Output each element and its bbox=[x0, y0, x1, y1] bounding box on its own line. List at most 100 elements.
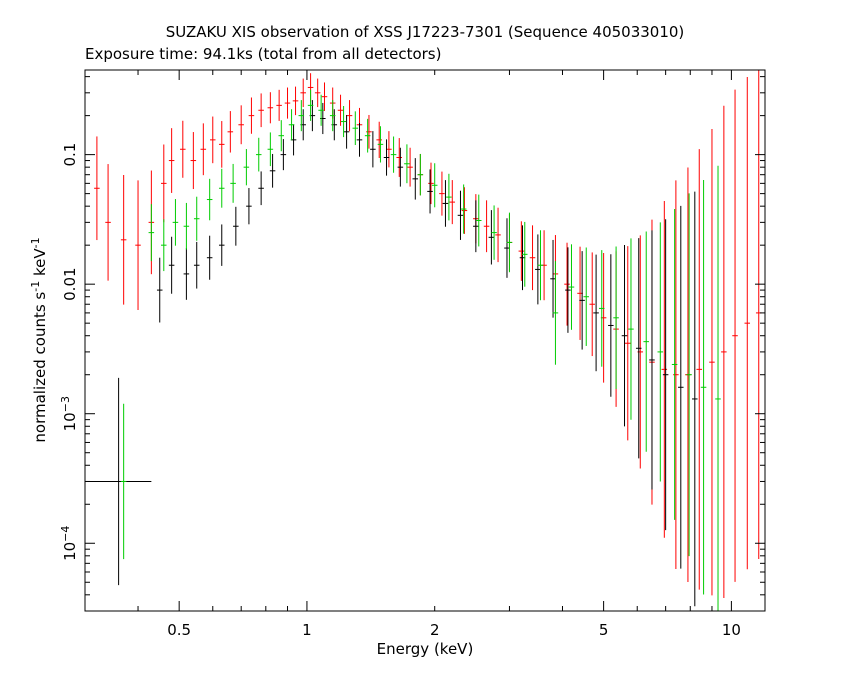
data-point bbox=[428, 162, 434, 205]
data-point bbox=[386, 131, 392, 168]
data-point bbox=[396, 138, 402, 177]
data-point bbox=[550, 239, 556, 318]
data-point bbox=[657, 222, 664, 482]
data-point bbox=[446, 173, 452, 221]
data-point bbox=[161, 144, 167, 223]
data-point bbox=[230, 163, 236, 203]
data-point bbox=[488, 210, 495, 265]
series-2 bbox=[120, 89, 721, 611]
y-axis-label: normalized counts s-1 keV-1 bbox=[29, 237, 49, 442]
data-point bbox=[193, 196, 200, 241]
data-point bbox=[457, 190, 464, 240]
data-point bbox=[218, 168, 225, 208]
data-point bbox=[709, 128, 715, 596]
data-point bbox=[461, 187, 468, 234]
data-point bbox=[442, 180, 449, 227]
data-point bbox=[624, 246, 631, 441]
data-point bbox=[427, 169, 433, 214]
data-point bbox=[218, 224, 225, 266]
data-point bbox=[161, 219, 167, 272]
data-point bbox=[598, 250, 605, 367]
data-point bbox=[390, 136, 397, 173]
y-tick-label: 10−3 bbox=[59, 396, 79, 431]
data-point bbox=[243, 149, 250, 186]
data-point bbox=[168, 128, 175, 193]
data-point bbox=[662, 219, 669, 531]
data-point bbox=[258, 93, 264, 128]
x-tick-label: 2 bbox=[430, 621, 440, 639]
data-point bbox=[417, 153, 424, 196]
data-point bbox=[148, 204, 155, 262]
data-point bbox=[589, 252, 595, 357]
data-point bbox=[673, 180, 679, 570]
data-point bbox=[267, 132, 274, 167]
data-point bbox=[692, 191, 698, 607]
data-point bbox=[321, 82, 328, 111]
series-1 bbox=[85, 100, 698, 607]
data-point bbox=[715, 165, 721, 611]
data-point bbox=[383, 139, 390, 176]
x-tick-label: 0.5 bbox=[167, 621, 191, 639]
data-point bbox=[343, 114, 350, 149]
data-point bbox=[218, 121, 225, 168]
data-point bbox=[269, 153, 276, 188]
data-point bbox=[460, 184, 467, 234]
data-point bbox=[678, 205, 684, 569]
data-point bbox=[504, 218, 510, 278]
y-tick-label: 10−4 bbox=[59, 526, 79, 561]
data-point bbox=[318, 94, 324, 126]
data-point bbox=[314, 78, 321, 108]
data-point bbox=[183, 248, 190, 300]
data-point bbox=[593, 254, 599, 372]
data-point bbox=[552, 261, 559, 365]
data-point bbox=[535, 234, 541, 305]
data-point bbox=[686, 193, 692, 557]
data-point bbox=[583, 247, 589, 346]
data-point bbox=[439, 171, 445, 216]
data-point bbox=[491, 205, 497, 260]
data-point bbox=[473, 200, 479, 253]
data-point bbox=[483, 200, 490, 253]
data-point bbox=[209, 116, 216, 164]
axes: 0.5 1 2 5 10 0.1 0.01 10−3 10−4 bbox=[59, 70, 765, 639]
data-point bbox=[340, 106, 347, 138]
data-point bbox=[307, 89, 314, 121]
data-point bbox=[661, 200, 668, 538]
data-point bbox=[120, 403, 127, 560]
data-point bbox=[298, 100, 305, 132]
data-point bbox=[621, 245, 628, 427]
data-point bbox=[94, 136, 100, 241]
y-axis-label-mid: keV bbox=[31, 248, 49, 281]
y-tick-label: 0.1 bbox=[61, 143, 79, 167]
data-point bbox=[288, 109, 295, 141]
data-point bbox=[649, 230, 655, 490]
data-point bbox=[755, 70, 762, 560]
data-point bbox=[246, 188, 252, 225]
data-point bbox=[521, 221, 528, 287]
data-point bbox=[376, 121, 382, 158]
data-point bbox=[276, 89, 282, 121]
data-point bbox=[356, 123, 363, 157]
data-point bbox=[156, 257, 163, 323]
data-point bbox=[628, 238, 634, 420]
y-axis-label-main: normalized counts s bbox=[31, 292, 49, 443]
data-point bbox=[135, 180, 141, 310]
data-point bbox=[565, 247, 571, 333]
data-point bbox=[475, 194, 482, 247]
data-point bbox=[255, 137, 262, 172]
data-point bbox=[579, 251, 585, 350]
y-axis-label-exp2: -1 bbox=[29, 237, 42, 248]
x-tick-label: 1 bbox=[302, 621, 312, 639]
data-point bbox=[377, 126, 384, 163]
data-point bbox=[366, 114, 372, 149]
data-point bbox=[700, 179, 707, 595]
data-point bbox=[280, 139, 287, 171]
chart-subtitle: Exposure time: 94.1ks (total from all de… bbox=[85, 45, 441, 63]
data-point bbox=[227, 111, 234, 153]
data-point bbox=[407, 147, 413, 187]
data-point bbox=[206, 235, 213, 280]
data-point bbox=[337, 94, 344, 126]
data-point bbox=[397, 147, 404, 187]
data-point bbox=[568, 244, 575, 330]
data-point bbox=[206, 178, 213, 221]
